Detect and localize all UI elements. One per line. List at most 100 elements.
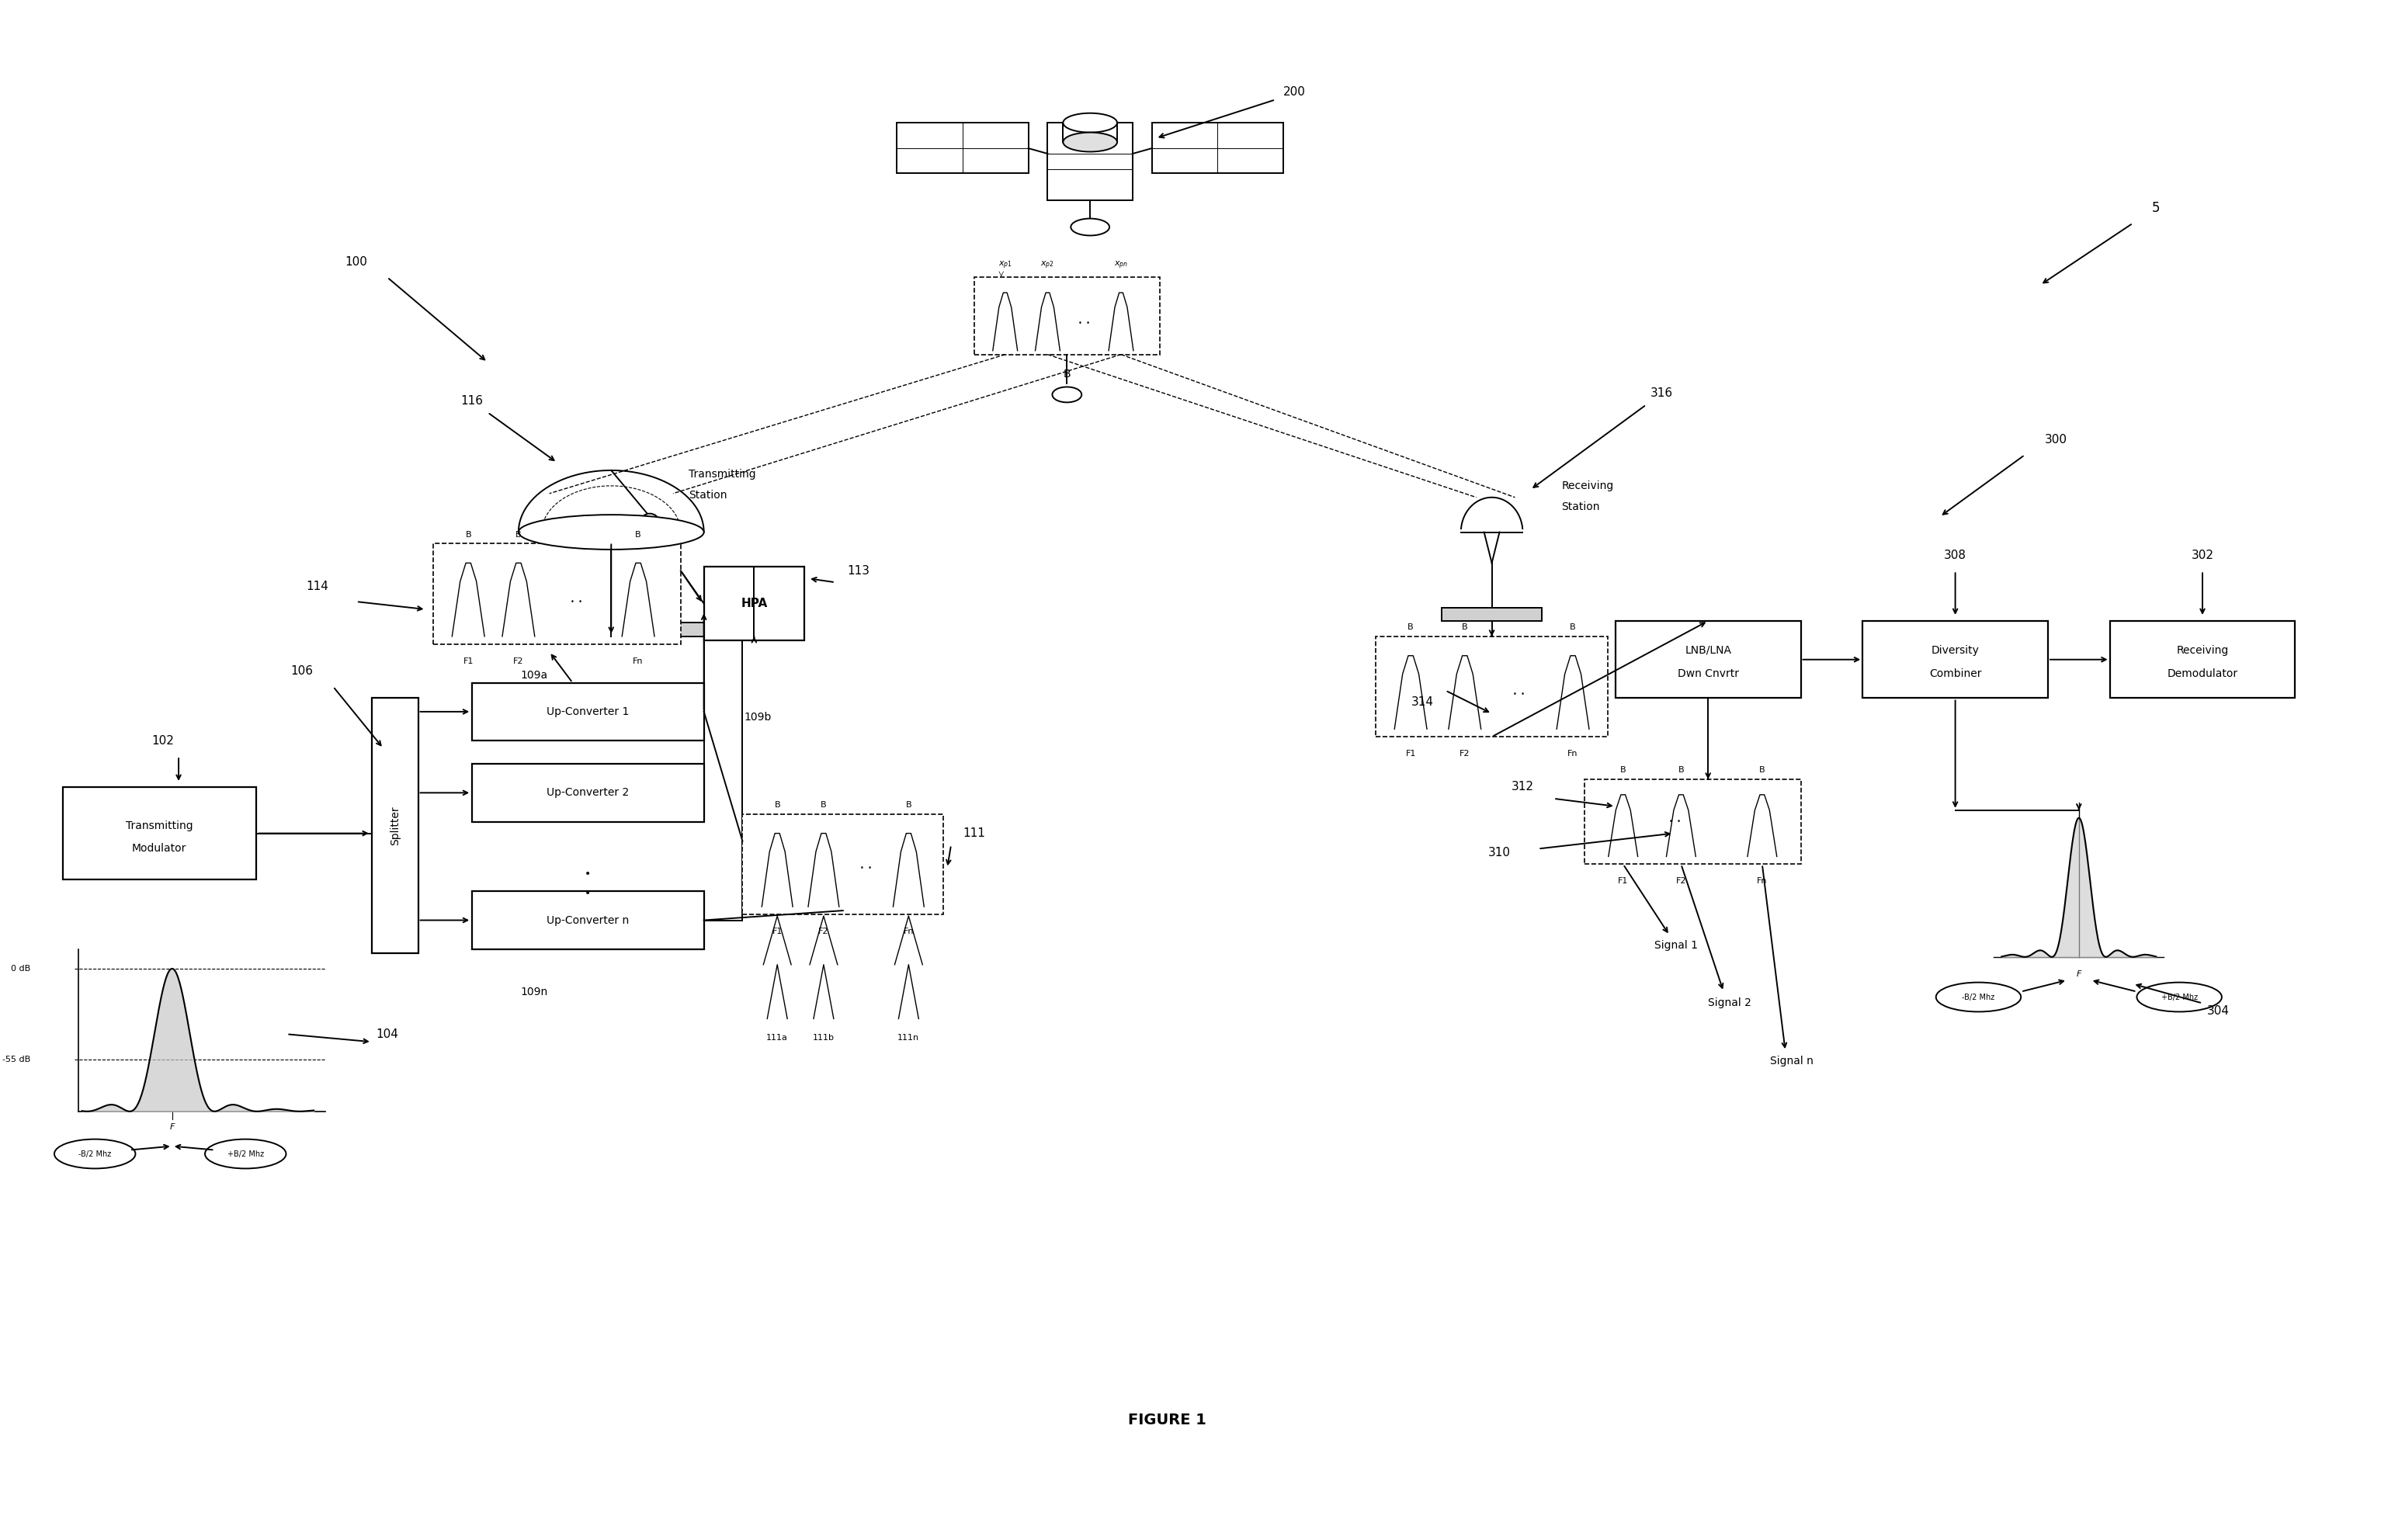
Text: 200: 200 xyxy=(1282,86,1306,97)
Text: 111b: 111b xyxy=(812,1035,833,1043)
FancyBboxPatch shape xyxy=(704,567,805,641)
Text: 116: 116 xyxy=(461,394,482,407)
FancyBboxPatch shape xyxy=(2109,621,2295,698)
Text: 302: 302 xyxy=(2192,550,2214,561)
Text: 111a: 111a xyxy=(767,1035,788,1043)
Text: Station: Station xyxy=(688,490,726,501)
Text: Signal n: Signal n xyxy=(1770,1056,1812,1067)
Text: $x_{p2}$: $x_{p2}$ xyxy=(1041,260,1055,271)
Text: B: B xyxy=(1409,624,1414,631)
FancyBboxPatch shape xyxy=(62,787,256,879)
Ellipse shape xyxy=(2137,983,2221,1012)
Text: Transmitting: Transmitting xyxy=(127,821,193,832)
Text: B: B xyxy=(1063,368,1070,379)
Text: •  •: • • xyxy=(1077,320,1089,326)
Text: Fn: Fn xyxy=(633,658,642,665)
Ellipse shape xyxy=(205,1140,287,1169)
FancyBboxPatch shape xyxy=(1586,779,1801,864)
Text: F2: F2 xyxy=(1459,750,1471,758)
FancyBboxPatch shape xyxy=(373,698,418,953)
Text: -55 dB: -55 dB xyxy=(2,1055,31,1063)
Text: F1: F1 xyxy=(1407,750,1416,758)
FancyBboxPatch shape xyxy=(898,123,1029,172)
Text: •  •: • • xyxy=(1514,691,1524,698)
FancyBboxPatch shape xyxy=(473,892,704,949)
Text: Fn: Fn xyxy=(1758,878,1767,886)
Ellipse shape xyxy=(1070,219,1110,236)
Text: F: F xyxy=(170,1123,174,1130)
Text: -B/2 Mhz: -B/2 Mhz xyxy=(1963,993,1994,1001)
Text: 314: 314 xyxy=(1411,696,1433,708)
Text: F: F xyxy=(2078,970,2082,978)
Text: •  •: • • xyxy=(860,864,872,872)
Text: Dwn Cnvrtr: Dwn Cnvrtr xyxy=(1676,668,1738,679)
Text: Combiner: Combiner xyxy=(1930,668,1982,679)
FancyBboxPatch shape xyxy=(1048,123,1132,200)
Text: B: B xyxy=(1569,624,1576,631)
Text: F1: F1 xyxy=(1619,878,1629,886)
Text: Signal 1: Signal 1 xyxy=(1655,939,1698,950)
Text: 109n: 109n xyxy=(521,986,547,996)
FancyBboxPatch shape xyxy=(504,622,719,636)
Text: Fn: Fn xyxy=(1567,750,1578,758)
Ellipse shape xyxy=(1053,387,1082,402)
FancyBboxPatch shape xyxy=(1442,608,1543,621)
Text: -B/2 Mhz: -B/2 Mhz xyxy=(79,1150,112,1158)
Text: Signal 2: Signal 2 xyxy=(1707,998,1750,1009)
Text: Up-Converter 1: Up-Converter 1 xyxy=(547,707,630,718)
Text: Station: Station xyxy=(1562,501,1600,513)
Text: LNB/LNA: LNB/LNA xyxy=(1686,645,1731,656)
FancyBboxPatch shape xyxy=(1375,636,1607,736)
Text: 109b: 109b xyxy=(745,711,771,722)
Text: F2: F2 xyxy=(513,658,523,665)
Text: B: B xyxy=(635,531,642,539)
Text: B: B xyxy=(1679,765,1684,775)
Text: Transmitting: Transmitting xyxy=(688,468,755,479)
Text: 100: 100 xyxy=(346,256,368,268)
Text: +B/2 Mhz: +B/2 Mhz xyxy=(227,1150,263,1158)
Text: 308: 308 xyxy=(1944,550,1968,561)
Text: B: B xyxy=(774,801,781,809)
Text: Receiving: Receiving xyxy=(2175,645,2228,656)
Text: 102: 102 xyxy=(153,735,174,747)
Text: 104: 104 xyxy=(375,1029,399,1040)
Text: Up-Converter n: Up-Converter n xyxy=(547,915,630,926)
Text: +B/2 Mhz: +B/2 Mhz xyxy=(2161,993,2197,1001)
Text: •: • xyxy=(585,887,592,899)
Text: 304: 304 xyxy=(2207,1006,2228,1016)
FancyBboxPatch shape xyxy=(743,815,943,915)
Text: B: B xyxy=(821,801,826,809)
Text: 5: 5 xyxy=(2152,200,2161,214)
FancyBboxPatch shape xyxy=(1863,621,2049,698)
Text: HPA: HPA xyxy=(740,598,767,610)
Ellipse shape xyxy=(55,1140,136,1169)
Text: Diversity: Diversity xyxy=(1932,645,1980,656)
Text: F1: F1 xyxy=(771,927,783,935)
Text: B: B xyxy=(1619,765,1626,775)
Text: F2: F2 xyxy=(1676,878,1686,886)
Text: B: B xyxy=(905,801,912,809)
Text: 312: 312 xyxy=(1512,781,1533,793)
Text: •: • xyxy=(585,869,592,879)
Text: •  •: • • xyxy=(571,598,583,605)
FancyBboxPatch shape xyxy=(473,682,704,741)
Text: B: B xyxy=(466,531,470,539)
Text: 109a: 109a xyxy=(521,670,547,681)
Text: 111n: 111n xyxy=(898,1035,919,1043)
Text: Receiving: Receiving xyxy=(1562,480,1614,491)
Text: Demodulator: Demodulator xyxy=(2166,668,2238,679)
FancyBboxPatch shape xyxy=(974,277,1161,354)
Text: Fn: Fn xyxy=(903,927,915,935)
FancyBboxPatch shape xyxy=(1151,123,1282,172)
Text: Splitter: Splitter xyxy=(389,805,401,845)
Text: $x_{pn}$: $x_{pn}$ xyxy=(1113,260,1127,271)
Text: FIGURE 1: FIGURE 1 xyxy=(1127,1412,1206,1428)
Text: Modulator: Modulator xyxy=(131,844,186,855)
Text: B: B xyxy=(1760,765,1765,775)
Text: 300: 300 xyxy=(2044,434,2068,445)
Text: F1: F1 xyxy=(463,658,473,665)
Text: B: B xyxy=(1461,624,1469,631)
Ellipse shape xyxy=(642,513,659,528)
Text: 0 dB: 0 dB xyxy=(10,964,31,973)
Text: 113: 113 xyxy=(848,565,869,576)
